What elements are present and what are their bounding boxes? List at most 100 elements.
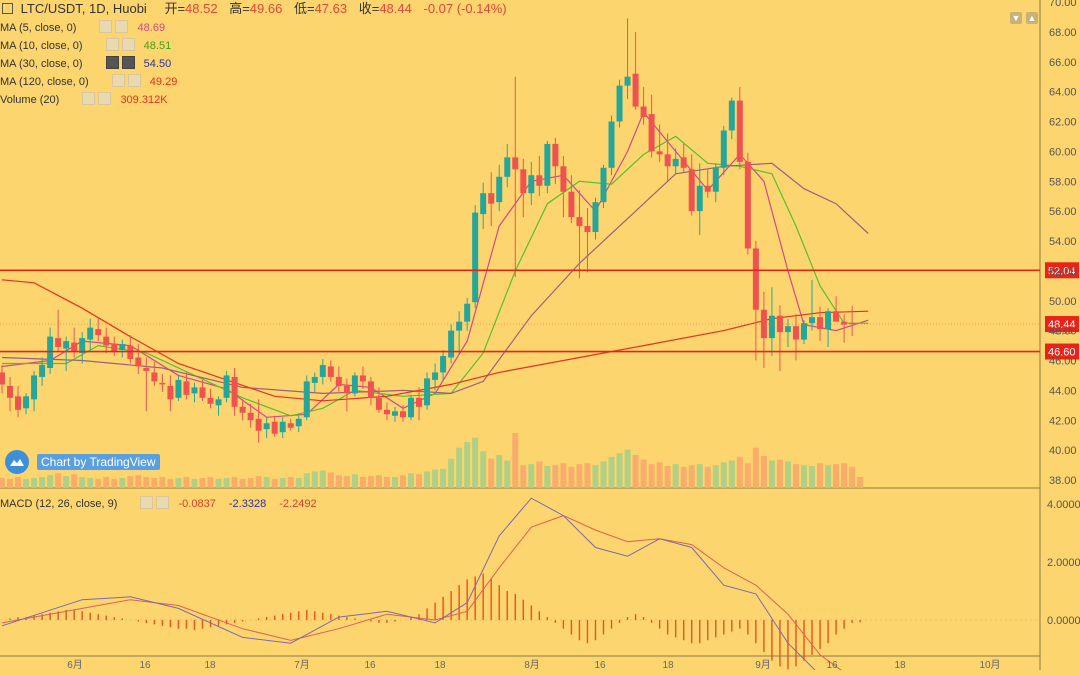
candle-body xyxy=(295,418,302,427)
settings-icon[interactable] xyxy=(111,74,125,87)
volume-bar xyxy=(391,477,398,488)
candle-body xyxy=(167,385,174,400)
change-value: -0.07 (-0.14%) xyxy=(423,1,507,16)
volume-bar xyxy=(704,466,711,488)
volume-bar xyxy=(55,473,62,488)
close-icon[interactable] xyxy=(156,496,170,509)
candle-body xyxy=(512,157,519,170)
price-tag-label: 46.60 xyxy=(1048,347,1076,359)
volume-bar xyxy=(119,477,126,488)
volume-bar xyxy=(135,475,142,488)
volume-bar xyxy=(520,465,527,488)
legend-ma5[interactable]: MA (5, close, 0) 48.69 xyxy=(0,20,165,36)
volume-bar xyxy=(600,461,607,488)
candle-body xyxy=(400,411,406,418)
close-icon[interactable] xyxy=(121,56,135,69)
candle-body xyxy=(552,143,559,167)
candle-body xyxy=(648,114,655,152)
macd-line xyxy=(1,497,822,675)
settings-icon[interactable] xyxy=(99,20,113,33)
candle-body xyxy=(520,169,527,194)
legend-volume[interactable]: Volume (20) 309.312K xyxy=(0,92,168,108)
candle-body xyxy=(247,412,254,421)
price-tick-label: 40.00 xyxy=(1049,445,1077,457)
tradingview-watermark[interactable]: Chart by TradingView xyxy=(5,450,160,474)
current-price-bg xyxy=(1045,316,1079,333)
settings-icon[interactable] xyxy=(82,92,96,105)
close-icon[interactable] xyxy=(121,38,135,51)
price-tick-label: 66.00 xyxy=(1049,57,1077,69)
volume-bar xyxy=(817,463,824,488)
price-tick-label: 58.00 xyxy=(1049,176,1077,188)
volume-bar xyxy=(255,476,262,488)
volume-bar xyxy=(640,459,647,488)
candle-body xyxy=(760,309,767,339)
candle-body xyxy=(825,311,832,330)
settings-icon[interactable] xyxy=(105,38,119,51)
volume-bar xyxy=(552,465,559,488)
candle-body xyxy=(744,161,751,249)
volume-bar xyxy=(648,464,655,488)
legend-ma120[interactable]: MA (120, close, 0) 49.29 xyxy=(0,74,177,90)
volume-bar xyxy=(367,476,374,488)
legend-ma30[interactable]: MA (30, close, 0) 54.50 xyxy=(0,56,171,72)
time-tick-label: 16 xyxy=(364,660,376,670)
candle-body xyxy=(391,411,398,416)
legend-ma10[interactable]: MA (10, close, 0) 48.51 xyxy=(0,38,171,54)
candle-body xyxy=(480,193,487,215)
close-label: 收= xyxy=(358,1,380,16)
volume-bar xyxy=(512,433,519,488)
candle-body xyxy=(440,356,447,373)
candle-body xyxy=(319,364,326,377)
candle-body xyxy=(239,406,246,413)
current-price-label: 48.44 xyxy=(1048,319,1076,331)
volume-bar xyxy=(736,456,743,488)
candle-body xyxy=(327,366,334,377)
volume-bar xyxy=(47,475,54,488)
candle-body xyxy=(776,315,783,333)
candle-body xyxy=(544,143,551,186)
volume-bar xyxy=(151,477,158,488)
candle-body xyxy=(624,76,631,86)
candle-body xyxy=(199,387,206,398)
settings-icon[interactable] xyxy=(140,496,154,509)
price-tick-label: 54.00 xyxy=(1049,236,1077,248)
volume-bar xyxy=(39,477,46,488)
volume-bar xyxy=(327,472,334,488)
volume-bar xyxy=(528,464,535,488)
settings-icon[interactable] xyxy=(105,56,119,69)
time-tick-label: 18 xyxy=(204,660,216,670)
arrow-up-icon[interactable]: ▲ xyxy=(1026,12,1038,24)
price-tick-label: 46.00 xyxy=(1049,356,1077,368)
legend-ma5-value: 48.69 xyxy=(137,22,166,34)
arrow-down-icon[interactable]: ▼ xyxy=(1010,12,1022,24)
candle-body xyxy=(15,396,22,410)
time-tick-label: 10月 xyxy=(979,659,1000,670)
candle-body xyxy=(39,364,46,377)
volume-bar xyxy=(432,469,439,488)
moving-averages xyxy=(1,111,869,418)
ma-line xyxy=(1,279,869,402)
candle-body xyxy=(560,166,567,192)
volume-bar xyxy=(664,466,671,488)
collapse-icon[interactable] xyxy=(2,3,13,14)
candle-body xyxy=(656,151,663,155)
candle-body xyxy=(351,375,358,394)
price-tick-label: 64.00 xyxy=(1049,87,1077,99)
close-icon[interactable] xyxy=(98,92,112,105)
candle-body xyxy=(664,154,671,167)
close-icon[interactable] xyxy=(127,74,141,87)
volume-bar xyxy=(456,447,463,488)
candle-body xyxy=(456,321,463,331)
close-icon[interactable] xyxy=(115,20,129,33)
volume-bar xyxy=(263,477,270,488)
candle-body xyxy=(367,381,374,398)
legend-macd[interactable]: MACD (12, 26, close, 9) -0.0837 -2.3328 … xyxy=(0,496,317,512)
candle-body xyxy=(849,322,856,325)
volume-bar xyxy=(287,477,294,488)
legend-ma30-label: MA (30, close, 0) xyxy=(0,58,83,70)
candle-body xyxy=(87,327,94,340)
